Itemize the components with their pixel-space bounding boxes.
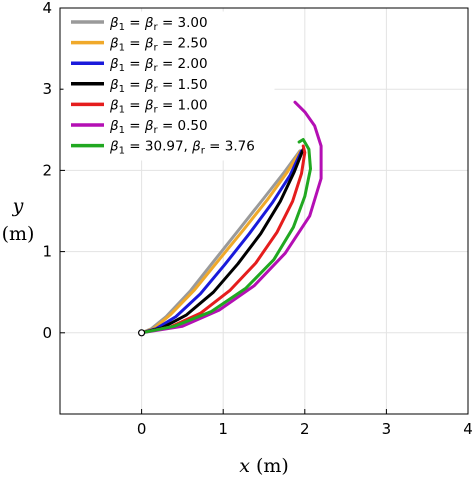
legend-label-1: β1 = βr = 2.50 bbox=[109, 36, 208, 54]
legend-subscript: r bbox=[154, 22, 159, 33]
legend-eq: = bbox=[125, 118, 145, 134]
legend-label-2: β1 = βr = 2.00 bbox=[109, 56, 208, 74]
legend-value: = 30.97, bbox=[125, 139, 192, 155]
legend-value: = 0.50 bbox=[158, 118, 208, 134]
legend-eq: = bbox=[125, 77, 145, 93]
legend-subscript: r bbox=[154, 125, 159, 136]
legend-beta: β bbox=[109, 139, 119, 155]
y-tick-label: 2 bbox=[42, 161, 52, 179]
legend-value: = 3.00 bbox=[158, 15, 208, 31]
legend-subscript: r bbox=[154, 43, 159, 54]
legend-eq: = bbox=[125, 56, 145, 72]
y-tick-label: 4 bbox=[42, 0, 52, 17]
legend-subscript: r bbox=[154, 104, 159, 115]
legend-label-4: β1 = βr = 1.00 bbox=[109, 97, 208, 115]
legend-beta: β bbox=[144, 36, 154, 52]
y-axis-unit: (m) bbox=[2, 223, 35, 245]
x-axis-unit: (m) bbox=[250, 455, 289, 477]
y-axis-var: y bbox=[12, 195, 24, 217]
legend-beta: β bbox=[144, 56, 154, 72]
legend-subscript: 1 bbox=[119, 125, 125, 136]
legend-beta: β bbox=[109, 15, 119, 31]
legend-eq: = bbox=[125, 97, 145, 113]
y-tick-label: 0 bbox=[42, 324, 52, 342]
legend-subscript: 1 bbox=[119, 84, 125, 95]
x-axis-var: x bbox=[239, 455, 250, 477]
legend-eq: = bbox=[125, 15, 145, 31]
plot-frame bbox=[59, 7, 469, 415]
legend-label-0: β1 = βr = 3.00 bbox=[109, 15, 208, 33]
legend-eq: = bbox=[125, 36, 145, 52]
legend-value: = 1.50 bbox=[158, 77, 208, 93]
y-tick-label: 1 bbox=[42, 243, 52, 261]
series-line-5 bbox=[140, 100, 323, 335]
series-line-1 bbox=[140, 149, 303, 335]
legend-value: = 2.00 bbox=[158, 56, 208, 72]
legend-label-5: β1 = βr = 0.50 bbox=[109, 118, 208, 136]
legend-beta: β bbox=[109, 118, 119, 134]
series-line-3 bbox=[140, 147, 305, 335]
x-tick-label: 4 bbox=[463, 420, 473, 438]
legend-subscript: 1 bbox=[119, 22, 125, 33]
x-tick-label: 2 bbox=[300, 420, 310, 438]
legend-beta: β bbox=[144, 97, 154, 113]
start-marker bbox=[138, 329, 146, 337]
legend-beta: β bbox=[144, 77, 154, 93]
legend-beta: β bbox=[109, 97, 119, 113]
x-tick-label: 3 bbox=[382, 420, 392, 438]
legend-beta: β bbox=[109, 36, 119, 52]
legend-label-3: β1 = βr = 1.50 bbox=[109, 77, 208, 95]
legend-value: = 3.76 bbox=[205, 139, 255, 155]
legend-value: = 1.00 bbox=[158, 97, 208, 113]
x-tick-label: 0 bbox=[137, 420, 147, 438]
series-line-2 bbox=[140, 149, 303, 335]
legend-subscript: 1 bbox=[119, 146, 125, 157]
legend-subscript: 1 bbox=[119, 63, 125, 74]
series-line-4 bbox=[140, 144, 307, 335]
legend-subscript: 1 bbox=[119, 104, 125, 115]
legend-subscript: r bbox=[154, 84, 159, 95]
legend-beta: β bbox=[144, 15, 154, 31]
legend-beta: β bbox=[144, 118, 154, 134]
y-tick-label: 3 bbox=[42, 80, 52, 98]
legend-beta: β bbox=[109, 77, 119, 93]
legend-box bbox=[63, 11, 275, 161]
legend-value: = 2.50 bbox=[158, 36, 208, 52]
series-line-6 bbox=[140, 138, 312, 335]
legend-subscript: 1 bbox=[119, 43, 125, 54]
legend-subscript: r bbox=[154, 63, 159, 74]
legend-subscript: r bbox=[201, 146, 206, 157]
legend-beta: β bbox=[191, 139, 201, 155]
x-tick-label: 1 bbox=[218, 420, 228, 438]
x-axis-label: x (m) bbox=[239, 455, 289, 477]
legend-label-6: β1 = 30.97, βr = 3.76 bbox=[109, 139, 255, 157]
legend-beta: β bbox=[109, 56, 119, 72]
